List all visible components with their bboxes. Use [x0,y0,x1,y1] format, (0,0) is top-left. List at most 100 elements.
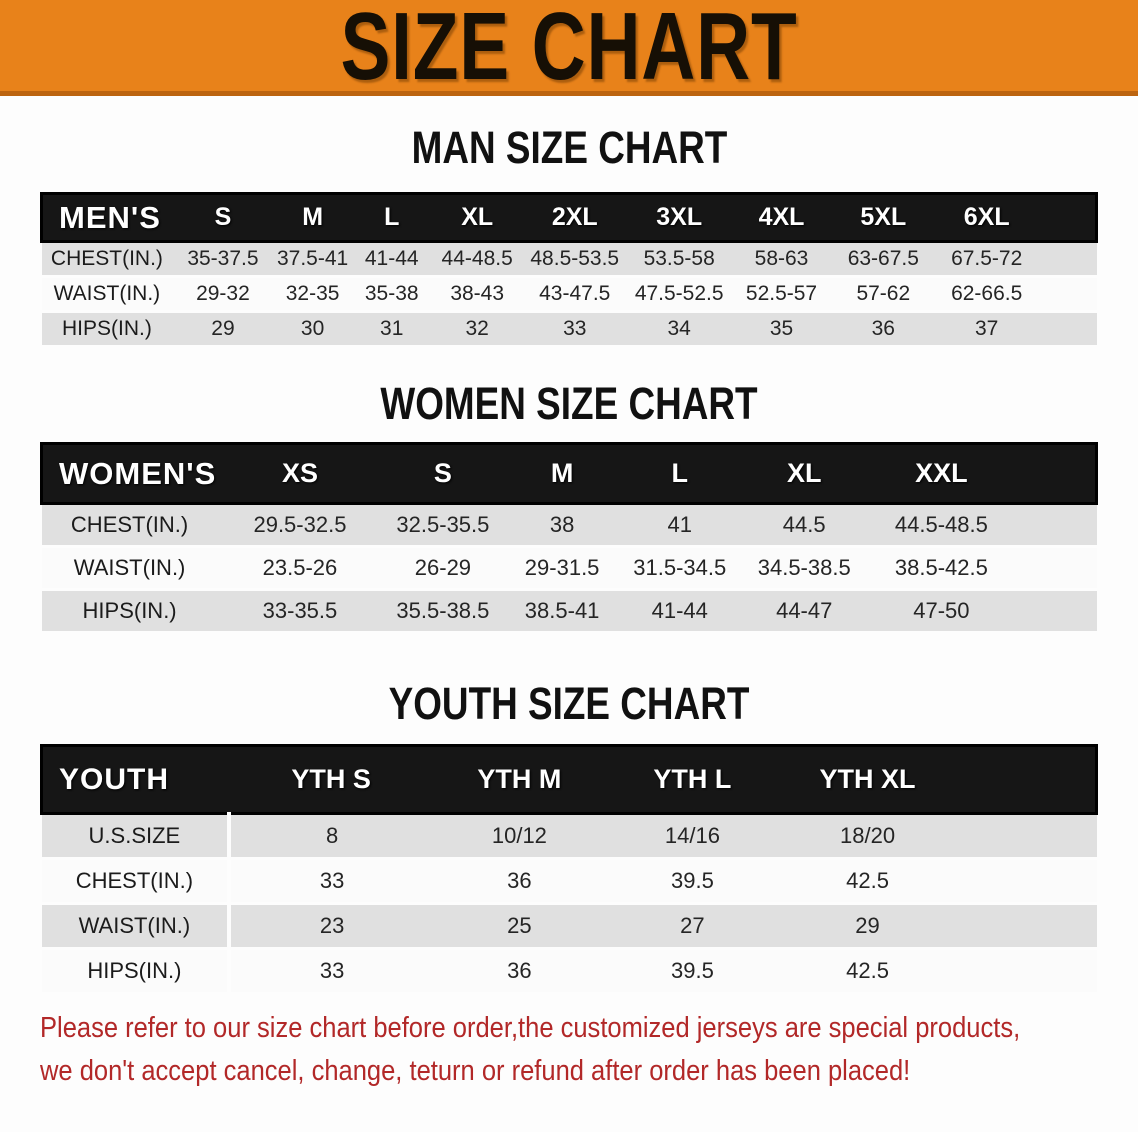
youth-header-row: YOUTH YTH S YTH M YTH L YTH XL [41,745,1097,814]
women-header-row: WOMEN'S XS S M L XL XXL [41,443,1097,504]
size-value: 29-32 [172,276,274,312]
column-header-3xl: 3XL [626,193,732,242]
size-value: 29 [778,903,957,949]
size-value: 33-35.5 [217,589,383,633]
women-size-section: WOMEN SIZE CHART WOMEN'S XS S M L XL XXL CHEST(… [40,378,1098,634]
column-header-yth-m: YTH M [432,745,606,814]
order-notice: Please refer to our size chart before or… [0,995,1138,1093]
spacer-cell [1013,546,1097,590]
men-size-table: MEN'S S M L XL 2XL 3XL 4XL 5XL 6XL CHEST(IN.) 35-37… [40,192,1098,348]
size-value: 14/16 [605,813,779,859]
men-section-heading: MAN SIZE CHART [411,122,727,173]
size-value: 34 [626,311,732,347]
row-label: WAIST(IN.) [41,903,232,949]
size-value: 36 [831,311,935,347]
youth-section-heading: YOUTH SIZE CHART [388,678,750,729]
size-value: 8 [229,813,433,859]
size-value: 63-67.5 [831,241,935,277]
column-header-l: L [351,193,432,242]
spacer-cell [1038,193,1097,242]
size-value: 37 [935,311,1039,347]
size-value: 27 [605,903,779,949]
size-value: 33 [522,311,627,347]
youth-section-heading-wrap: YOUTH SIZE CHART [40,678,1098,730]
table-row: HIPS(IN.) 29 30 31 32 33 34 35 36 37 [41,311,1097,347]
order-notice-line-2: we don't accept cancel, change, teturn o… [40,1055,911,1087]
spacer-cell [1013,503,1097,547]
spacer-cell [1038,241,1097,277]
column-header-xs: XS [217,443,383,504]
size-value: 41-44 [351,241,432,277]
spacer-cell [1038,276,1097,312]
column-header-xl: XL [738,443,870,504]
size-value: 35 [731,311,832,347]
size-value: 53.5-58 [626,241,732,277]
column-header-yth-l: YTH L [605,745,779,814]
size-value: 37.5-41 [273,241,352,277]
size-value: 44.5 [738,503,870,547]
spacer-cell [956,948,1097,994]
column-header-xxl: XXL [869,443,1014,504]
size-value: 18/20 [778,813,957,859]
youth-size-section: YOUTH SIZE CHART YOUTH YTH S YTH M YTH L YTH… [40,678,1098,995]
men-header-row: MEN'S S M L XL 2XL 3XL 4XL 5XL 6XL [41,193,1097,242]
women-section-heading-wrap: WOMEN SIZE CHART [40,378,1098,430]
table-row: WAIST(IN.) 23 25 27 29 [41,903,1097,949]
size-value: 29 [172,311,274,347]
size-value: 36 [432,858,606,904]
size-value: 41-44 [620,589,739,633]
size-value: 35-38 [351,276,432,312]
spacer-cell [956,745,1097,814]
size-value: 23.5-26 [217,546,383,590]
column-header-2xl: 2XL [522,193,627,242]
size-value: 29-31.5 [503,546,621,590]
size-value: 38.5-42.5 [869,546,1014,590]
table-row: HIPS(IN.) 33 36 39.5 42.5 [41,948,1097,994]
women-table-title: WOMEN'S [41,443,218,504]
row-label: HIPS(IN.) [41,589,218,633]
size-value: 32.5-35.5 [382,503,504,547]
row-label: CHEST(IN.) [41,241,173,277]
column-header-s: S [172,193,274,242]
size-value: 62-66.5 [935,276,1039,312]
size-value: 10/12 [432,813,606,859]
size-value: 38 [503,503,621,547]
size-chart-content: MAN SIZE CHART MEN'S S M L XL 2XL 3XL 4XL 5XL 6XL… [0,122,1138,995]
size-value: 31.5-34.5 [620,546,739,590]
column-header-xl: XL [431,193,523,242]
size-value: 34.5-38.5 [738,546,870,590]
order-notice-line-1: Please refer to our size chart before or… [40,1012,1021,1044]
size-value: 25 [432,903,606,949]
size-value: 57-62 [831,276,935,312]
size-value: 42.5 [778,948,957,994]
size-value: 58-63 [731,241,832,277]
spacer-cell [1038,311,1097,347]
men-table-title: MEN'S [41,193,173,242]
column-header-yth-s: YTH S [229,745,433,814]
size-value: 29.5-32.5 [217,503,383,547]
spacer-cell [956,903,1097,949]
size-value: 31 [351,311,432,347]
row-label: WAIST(IN.) [41,546,218,590]
size-value: 39.5 [605,948,779,994]
size-value: 44-48.5 [431,241,523,277]
column-header-s: S [382,443,504,504]
men-section-heading-wrap: MAN SIZE CHART [40,122,1098,174]
size-value: 52.5-57 [731,276,832,312]
size-value: 47.5-52.5 [626,276,732,312]
size-value: 47-50 [869,589,1014,633]
size-value: 41 [620,503,739,547]
size-value: 35.5-38.5 [382,589,504,633]
column-header-5xl: 5XL [831,193,935,242]
column-header-l: L [620,443,739,504]
size-value: 33 [229,858,433,904]
size-value: 44.5-48.5 [869,503,1014,547]
women-section-heading: WOMEN SIZE CHART [380,378,758,429]
men-size-section: MAN SIZE CHART MEN'S S M L XL 2XL 3XL 4XL 5XL 6XL… [40,122,1098,348]
table-row: CHEST(IN.) 35-37.5 37.5-41 41-44 44-48.5 48.5… [41,241,1097,277]
size-value: 67.5-72 [935,241,1039,277]
table-row: CHEST(IN.) 29.5-32.5 32.5-35.5 38 41 44.5 44.5… [41,503,1097,547]
table-row: WAIST(IN.) 29-32 32-35 35-38 38-43 43-47.5 47.… [41,276,1097,312]
size-value: 32 [431,311,523,347]
size-chart-banner: SIZE CHART [0,0,1138,96]
